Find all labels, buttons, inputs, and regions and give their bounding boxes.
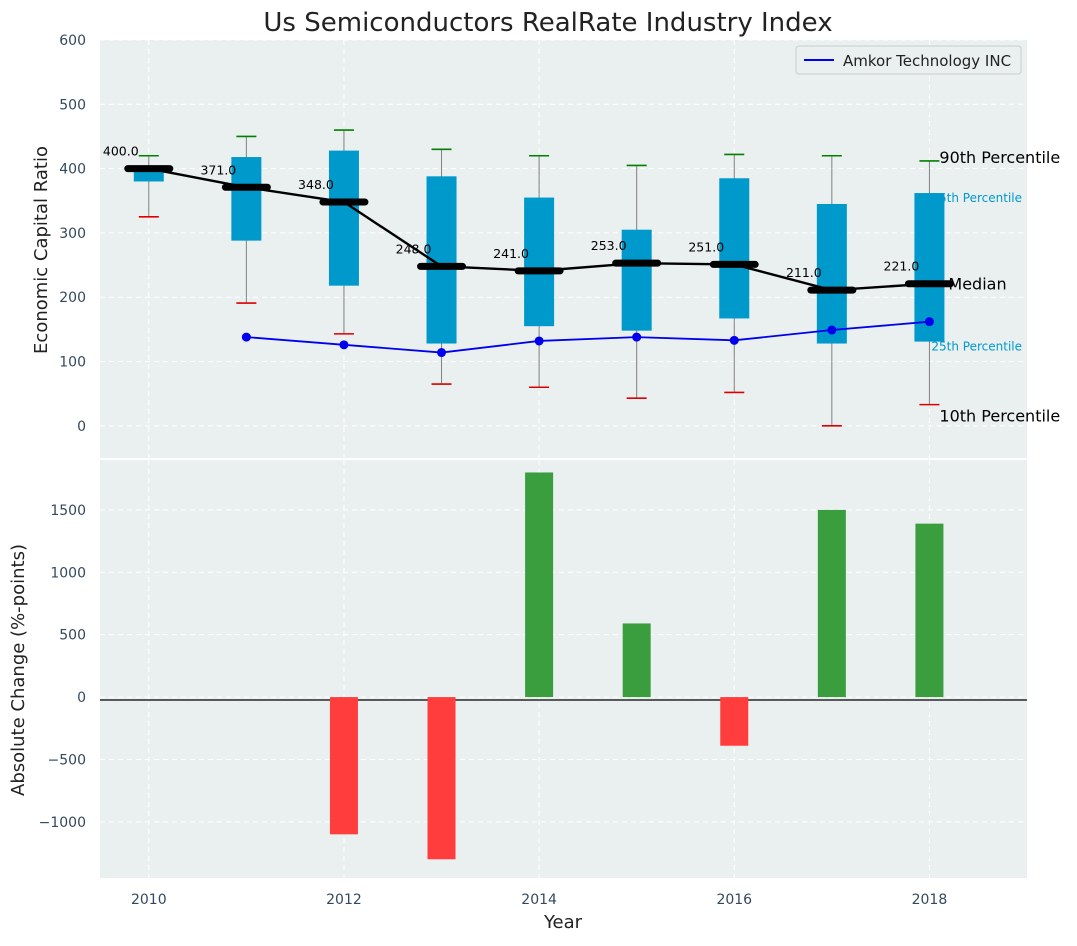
median-value-label: 241.0 [493, 246, 529, 261]
iqr-box [914, 193, 945, 342]
top-y-tick-label: 500 [59, 97, 86, 113]
iqr-box [231, 157, 262, 241]
bottom-y-tick-label: −1000 [39, 815, 86, 831]
median-value-label: 253.0 [591, 238, 627, 253]
p90-annotation: 90th Percentile [939, 148, 1060, 167]
top-y-axis-label: Economic Capital Ratio [31, 146, 52, 354]
top-y-tick-label: 300 [59, 226, 86, 242]
company-point [241, 332, 251, 342]
company-point [827, 325, 837, 335]
chart-title: Us Semiconductors RealRate Industry Inde… [263, 8, 832, 38]
median-value-label: 348.0 [298, 177, 334, 192]
bottom-y-axis-label: Absolute Change (%-points) [8, 544, 29, 796]
iqr-box [621, 229, 652, 331]
iqr-box [328, 150, 359, 286]
x-tick-label: 2018 [912, 892, 948, 908]
company-series-line [246, 320, 930, 354]
p10-annotation: 10th Percentile [939, 407, 1060, 426]
median-value-label: 211.0 [786, 265, 822, 280]
x-axis-label: Year [543, 912, 583, 933]
top-panel-background [100, 40, 1027, 458]
median-value-label: 221.0 [884, 259, 920, 274]
company-point [437, 348, 447, 358]
company-point [632, 332, 642, 342]
positive-change-bar [915, 523, 944, 698]
negative-change-bar [329, 697, 358, 835]
x-tick-label: 2016 [716, 892, 752, 908]
company-point [339, 340, 349, 350]
company-point [924, 317, 934, 327]
p75-annotation: 75th Percentile [931, 191, 1022, 205]
median-value-label: 248.0 [396, 241, 432, 256]
company-point [534, 336, 544, 346]
bottom-y-tick-label: 1000 [50, 565, 86, 581]
top-y-tick-label: 400 [59, 162, 86, 178]
iqr-box [816, 203, 847, 344]
legend-label: Amkor Technology INC [843, 52, 1011, 70]
positive-change-bar [525, 472, 554, 698]
median-value-label: 251.0 [688, 239, 724, 254]
bottom-y-tick-label: 0 [77, 690, 86, 706]
top-y-tick-label: 0 [77, 419, 86, 435]
bottom-y-tick-label: 1500 [50, 503, 86, 519]
bottom-y-tick-label: −500 [48, 752, 86, 768]
median-annotation: Median [948, 275, 1006, 294]
median-value-label: 400.0 [103, 144, 139, 159]
legend: Amkor Technology INC [795, 45, 1022, 75]
x-tick-label: 2014 [521, 892, 557, 908]
x-tick-label: 2012 [326, 892, 362, 908]
top-y-tick-label: 600 [59, 33, 86, 49]
top-y-tick-label: 200 [59, 290, 86, 306]
positive-change-bar [817, 509, 846, 698]
negative-change-bar [427, 697, 456, 860]
p25-annotation: 25th Percentile [931, 340, 1022, 354]
iqr-box [524, 197, 555, 327]
positive-change-bar [622, 623, 651, 698]
negative-change-bar [720, 697, 749, 746]
company-point [729, 335, 739, 345]
bottom-y-tick-label: 500 [59, 628, 86, 644]
median-value-label: 371.0 [200, 162, 236, 177]
x-tick-label: 2010 [131, 892, 167, 908]
top-y-tick-label: 100 [59, 355, 86, 371]
iqr-box [719, 178, 750, 319]
bottom-panel-background [100, 460, 1027, 878]
